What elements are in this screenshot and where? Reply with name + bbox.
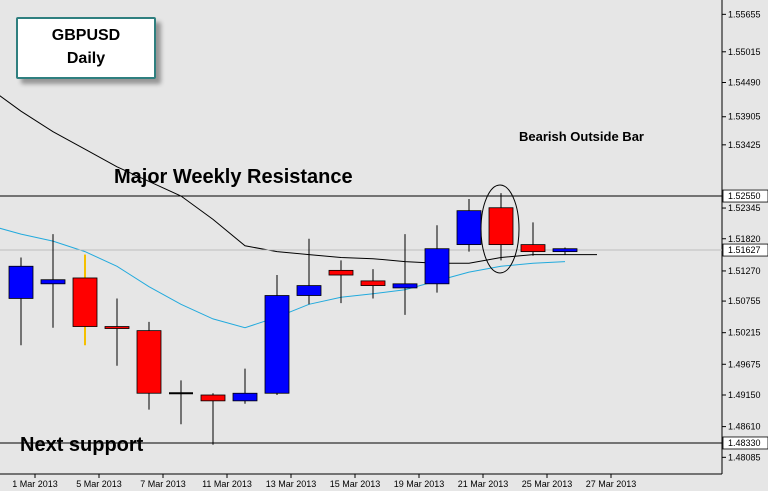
candle-body [136, 330, 162, 394]
current-price-tag-label: 1.51627 [728, 245, 761, 255]
price-tick-label: 1.49675 [728, 359, 761, 369]
price-tick-label: 1.51820 [728, 234, 761, 244]
candle-body [232, 392, 258, 402]
time-tick-label: 19 Mar 2013 [394, 479, 445, 489]
time-tick-label: 11 Mar 2013 [202, 479, 252, 489]
candle-body [72, 277, 98, 327]
moving-average-slow-line [0, 95, 597, 264]
candle-body [552, 248, 578, 253]
price-tags: 1.52550 1.51627 1.48330 [722, 189, 768, 450]
time-tick-label: 5 Mar 2013 [76, 479, 122, 489]
price-tick-label: 1.50755 [728, 296, 761, 306]
resistance-price-tag-label: 1.52550 [728, 191, 761, 201]
price-axis-ticks: 1.55655 1.55015 1.54490 1.53905 1.53425 1.523… [722, 9, 761, 462]
support-price-tag-label: 1.48330 [728, 438, 761, 448]
time-tick-label: 27 Mar 2013 [586, 479, 637, 489]
resistance-price-tag-box [722, 189, 768, 203]
outside-bar-highlight-ellipse [480, 184, 520, 274]
price-tick-label: 1.49150 [728, 390, 761, 400]
time-tick-label: 13 Mar 2013 [266, 479, 317, 489]
price-tick-label: 1.51270 [728, 266, 761, 276]
support-price-tag-box [722, 436, 768, 450]
candle-body [520, 244, 546, 253]
candle-body [360, 280, 386, 286]
candle-body [264, 295, 290, 394]
candles [8, 193, 578, 445]
resistance-label: Major Weekly Resistance [114, 166, 353, 188]
price-tick-label: 1.50215 [728, 328, 761, 338]
candle-body [8, 265, 34, 299]
plot-area [0, 0, 722, 474]
horizontal-levels [0, 195, 722, 444]
price-tick-label: 1.55655 [728, 9, 761, 19]
candle-body [328, 269, 354, 276]
symbol-timeframe-box: GBPUSD Daily [16, 17, 156, 79]
price-tick-label: 1.48085 [728, 452, 761, 462]
support-label: Next support [20, 434, 144, 456]
current-price-tag-box [722, 243, 768, 257]
candle-body [200, 394, 226, 402]
price-tick-label: 1.53425 [728, 140, 761, 150]
time-axis-ticks: 1 Mar 2013 5 Mar 2013 7 Mar 2013 11 Mar 201… [12, 474, 636, 489]
time-tick-label: 15 Mar 2013 [330, 479, 381, 489]
price-tick-label: 1.48610 [728, 422, 761, 432]
candle-body [456, 210, 482, 246]
candle-body [424, 248, 450, 285]
price-tick-label: 1.53905 [728, 112, 761, 122]
candle-body [296, 285, 322, 296]
time-tick-label: 7 Mar 2013 [140, 479, 186, 489]
candle-body [488, 207, 514, 246]
pattern-label: Bearish Outside Bar [519, 129, 644, 144]
price-tick-label: 1.52345 [728, 203, 761, 213]
price-tick-label: 1.54490 [728, 78, 761, 88]
candle-body [104, 326, 130, 329]
candle-body [392, 283, 418, 289]
timeframe-label: Daily [66, 50, 106, 67]
candle-body [40, 279, 66, 285]
symbol-label: GBPUSD [51, 27, 121, 44]
time-tick-label: 25 Mar 2013 [522, 479, 573, 489]
time-tick-label: 21 Mar 2013 [458, 479, 509, 489]
price-tick-label: 1.55015 [728, 47, 761, 57]
time-tick-label: 1 Mar 2013 [12, 479, 58, 489]
